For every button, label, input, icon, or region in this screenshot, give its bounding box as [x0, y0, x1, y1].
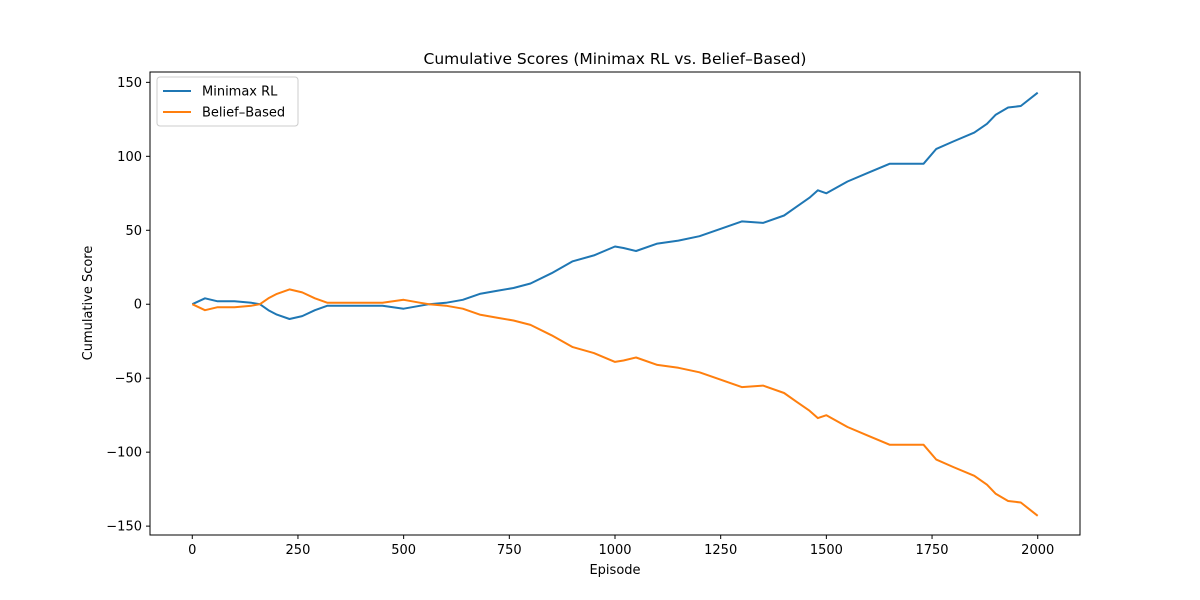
x-axis-title: Episode: [589, 563, 640, 578]
x-tick-label: 2000: [1021, 543, 1054, 558]
series-line-minimax-rl: [191, 91, 1039, 320]
legend-label-belief-based: Belief–Based: [202, 106, 285, 121]
legend-box: [156, 76, 299, 127]
y-tick-label: 150: [117, 76, 142, 91]
x-tick-label: 250: [286, 543, 311, 558]
x-tick-label: 750: [497, 543, 522, 558]
series-line-belief-based: [191, 288, 1039, 517]
plot-frame: [149, 71, 1081, 536]
x-tick-label: 1500: [810, 543, 843, 558]
x-tick-label: 500: [391, 543, 416, 558]
y-tick-label: 50: [125, 224, 142, 239]
legend-label-minimax-rl: Minimax RL: [202, 85, 278, 100]
x-tick-label: 1250: [704, 543, 737, 558]
x-tick-label: 1000: [598, 543, 631, 558]
x-tick-label: 1750: [915, 543, 948, 558]
y-tick-label: −150: [106, 520, 142, 535]
x-tick-label: 0: [188, 543, 196, 558]
y-tick-label: −50: [115, 372, 142, 387]
y-tick-label: −100: [106, 446, 142, 461]
y-axis-title: Cumulative Score: [81, 246, 96, 361]
y-tick-label: 0: [134, 298, 142, 313]
chart-title: Cumulative Scores (Minimax RL vs. Belief…: [424, 50, 807, 68]
y-tick-label: 100: [117, 150, 142, 165]
